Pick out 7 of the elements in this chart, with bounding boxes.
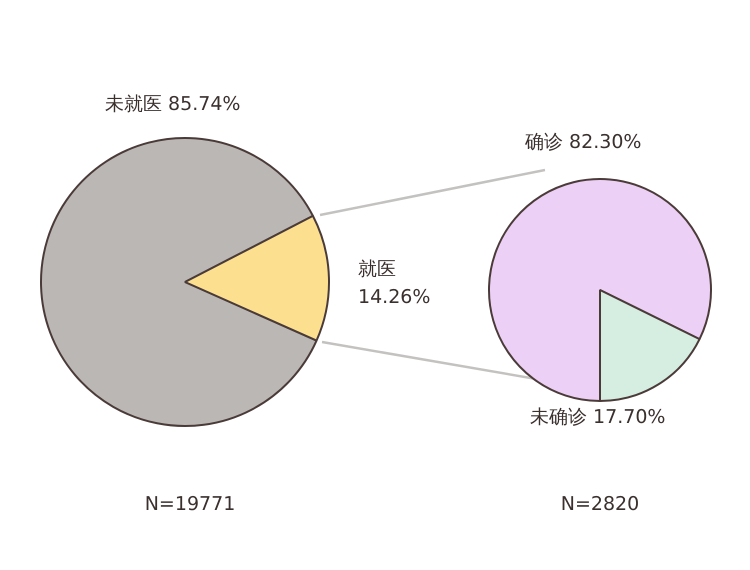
slice-label: 未就医 85.74%: [105, 92, 240, 115]
text: N=19771: [144, 492, 236, 515]
slice-label: 未确诊 17.70%: [530, 406, 666, 428]
slice-label: 确诊 82.30%: [524, 130, 642, 153]
slice-label: 就医: [358, 258, 396, 280]
data-label: 14.26%: [358, 286, 430, 308]
text: N=2820: [560, 492, 640, 515]
